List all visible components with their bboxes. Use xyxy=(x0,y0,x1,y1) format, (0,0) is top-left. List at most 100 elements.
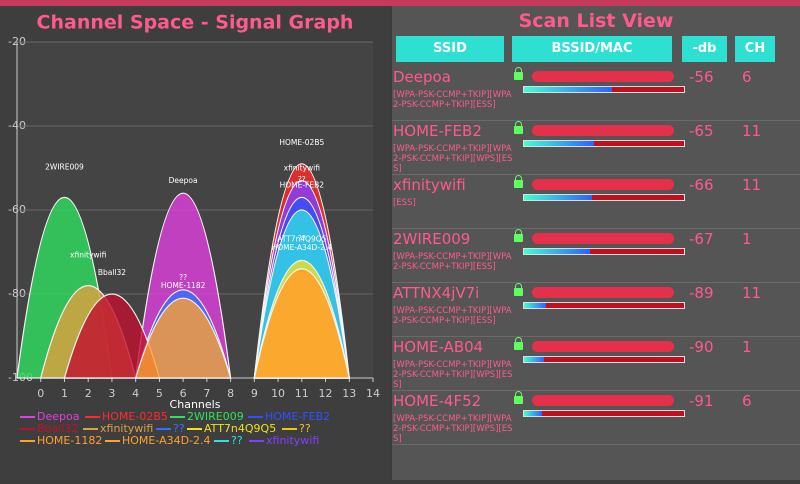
ssid: HOME-4F52 xyxy=(393,392,482,410)
mac-redacted xyxy=(532,287,674,298)
signal-bar-track xyxy=(523,194,685,201)
hump-label: ATT7n4Q9Q5 xyxy=(277,234,326,243)
hump-label: ?? xyxy=(298,234,306,243)
network-row: HOME-4F52 [WPA-PSK-CCMP+TKIP][WPA2-PSK-CC… xyxy=(392,390,800,445)
security: [WPA-PSK-CCMP+TKIP][WPA2-PSK-CCMP+TKIP][… xyxy=(393,144,513,174)
x-tick-label: 11 xyxy=(295,387,309,400)
legend-label: ?? xyxy=(173,422,185,435)
signal-db: -90 xyxy=(689,338,714,356)
scan-panel: Scan List View SSID BSSID/MAC -db CH Deepoa [… xyxy=(392,6,800,480)
mac-redacted xyxy=(532,125,674,136)
signal-bar xyxy=(524,249,590,254)
mac-redacted xyxy=(532,71,674,82)
lock-icon xyxy=(514,391,523,404)
signal-db: -66 xyxy=(689,176,714,194)
legend-label: xfinitywifi xyxy=(266,434,319,447)
lock-icon xyxy=(514,67,523,80)
legend-label: Deepoa xyxy=(37,410,79,423)
signal-bar xyxy=(524,141,594,146)
hump-label: ?? xyxy=(179,273,187,282)
hump-label: xfinitywifi xyxy=(284,164,321,173)
channel: 11 xyxy=(742,122,762,140)
graph-panel: Channel Space - Signal Graph Channels -2… xyxy=(0,6,390,480)
column-header: SSID xyxy=(396,36,504,62)
channel: 11 xyxy=(742,176,762,194)
signal-db: -65 xyxy=(689,122,714,140)
legend-label: HOME-FEB2 xyxy=(265,410,330,423)
status-bar xyxy=(0,0,800,6)
mac-redacted xyxy=(532,179,674,190)
hump-label: xfinitywifi xyxy=(70,251,107,260)
x-tick-label: 12 xyxy=(319,387,333,400)
channel: 6 xyxy=(742,68,752,86)
legend-label: ATT7n4Q9Q5 xyxy=(204,422,276,435)
hump-label: Deepoa xyxy=(169,176,198,185)
signal-hump xyxy=(134,297,232,379)
signal-db: -91 xyxy=(689,392,714,410)
chart-title: Channel Space - Signal Graph xyxy=(37,12,354,34)
network-row: Deepoa [WPA-PSK-CCMP+TKIP][WPA2-PSK-CCMP+… xyxy=(392,66,800,121)
hump-label: HOME-FEB2 xyxy=(280,180,325,189)
channel: 11 xyxy=(742,284,762,302)
signal-bar xyxy=(524,87,612,92)
column-header: CH xyxy=(735,36,775,62)
ssid: HOME-FEB2 xyxy=(393,122,482,140)
signal-bar-track xyxy=(523,140,685,147)
security: [WPA-PSK-CCMP+TKIP][WPA2-PSK-CCMP+TKIP][… xyxy=(393,414,513,444)
legend-label: Bball32 xyxy=(37,422,78,435)
signal-bar-track xyxy=(523,248,685,255)
x-tick-label: 7 xyxy=(203,387,210,400)
network-row: xfinitywifi [ESS] -66 11 xyxy=(392,174,800,229)
channel: 6 xyxy=(742,392,752,410)
network-row: ATTNX4jV7i [WPA-PSK-CCMP+TKIP][WPA2-PSK-C… xyxy=(392,282,800,337)
legend-label: HOME-1182 xyxy=(37,434,102,447)
hump-label: HOME-02B5 xyxy=(279,138,324,147)
signal-bar-track xyxy=(523,410,685,417)
network-row: HOME-FEB2 [WPA-PSK-CCMP+TKIP][WPA2-PSK-CC… xyxy=(392,120,800,175)
legend-label: xfinitywifi xyxy=(100,422,153,435)
hump-label: HOME-A34D-2.4 xyxy=(272,243,333,252)
signal-db: -56 xyxy=(689,68,714,86)
ssid: ATTNX4jV7i xyxy=(393,284,480,302)
channel: 1 xyxy=(742,338,752,356)
mac-redacted xyxy=(532,233,674,244)
list-title: Scan List View xyxy=(518,10,674,32)
lock-icon xyxy=(514,175,523,188)
security: [ESS] xyxy=(393,198,416,208)
hump-label: HOME-1182 xyxy=(161,281,206,290)
signal-chart: Channel Space - Signal Graph Channels -2… xyxy=(8,12,380,448)
x-tick-label: 0 xyxy=(37,387,44,400)
x-tick-label: 5 xyxy=(156,387,163,400)
channel: 1 xyxy=(742,230,752,248)
network-row: HOME-AB04 [WPA-PSK-CCMP+TKIP][WPA2-PSK-CC… xyxy=(392,336,800,391)
x-tick-label: 14 xyxy=(366,387,380,400)
x-tick-label: 2 xyxy=(85,387,92,400)
signal-db: -67 xyxy=(689,230,714,248)
column-header: -db xyxy=(682,36,727,62)
hump-label: Bball32 xyxy=(98,268,126,277)
signal-bar-track xyxy=(523,356,685,363)
x-tick-label: 1 xyxy=(61,387,68,400)
security: [WPA-PSK-CCMP+TKIP][WPA2-PSK-CCMP+TKIP][… xyxy=(393,306,512,326)
signal-db: -89 xyxy=(689,284,714,302)
signal-bar xyxy=(524,357,544,362)
hump-label: ?? xyxy=(298,175,306,184)
security: [WPA-PSK-CCMP+TKIP][WPA2-PSK-CCMP+TKIP][… xyxy=(393,252,512,272)
ssid: xfinitywifi xyxy=(393,176,466,194)
legend-label: HOME-02B5 xyxy=(102,410,168,423)
ssid: Deepoa xyxy=(393,68,451,86)
mac-redacted xyxy=(532,395,674,406)
x-axis-label: Channels xyxy=(170,398,221,411)
y-tick-label: -20 xyxy=(8,35,26,48)
lock-icon xyxy=(514,283,523,296)
signal-bar-track xyxy=(523,86,685,93)
legend-label: 2WIRE009 xyxy=(187,410,244,423)
ssid: HOME-AB04 xyxy=(393,338,484,356)
x-tick-label: 8 xyxy=(227,387,234,400)
hump-label: 2WIRE009 xyxy=(45,162,84,171)
signal-bar xyxy=(524,303,546,308)
lock-icon xyxy=(514,229,523,242)
legend-label: HOME-A34D-2.4 xyxy=(122,434,211,447)
lock-icon xyxy=(514,121,523,134)
